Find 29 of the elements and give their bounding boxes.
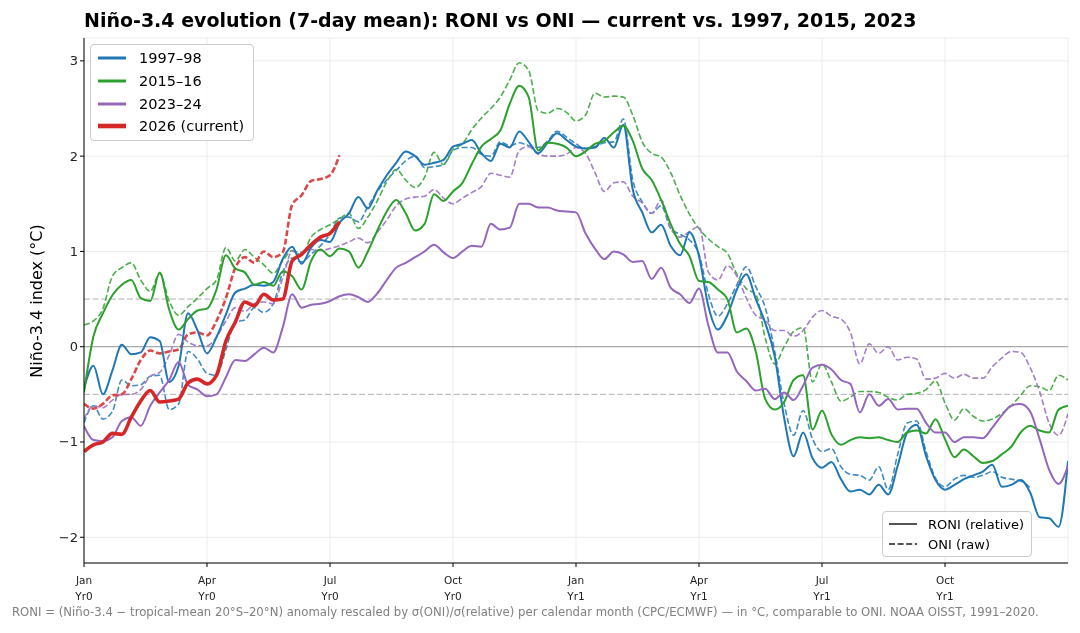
- line-series: [84, 153, 341, 410]
- y-tick-label: −1: [58, 434, 78, 450]
- text: RONI = (Niño-3.4 − tropical-mean 20°S–20°N) anomaly rescaled by σ(ONI)/σ(relative) per calendar month (CPC/ECMWF) — in °C, comparable to ONI. NOAA OISST, 1991–2020.: [12, 605, 1039, 619]
- x-tick-label: Apr Yr1: [689, 574, 709, 602]
- legend-label: 1997–98: [139, 50, 202, 67]
- x-tick-label: Jul Yr1: [812, 574, 831, 602]
- line-series: [84, 202, 1068, 485]
- annotation: ONI (raw): [928, 536, 991, 552]
- x-tick-label: Jan Yr0: [74, 574, 93, 602]
- legend-label: 2026 (current): [139, 118, 245, 135]
- line-series: [84, 84, 1068, 464]
- x-tick-label: Jan Yr1: [566, 574, 585, 602]
- y-tick-label: 2: [69, 148, 78, 164]
- line-series: [84, 220, 342, 454]
- y-axis-title: Niño-3.4 index (°C): [26, 223, 46, 378]
- legend-label: 2023–24: [139, 95, 202, 112]
- chart-title: Niño-3.4 evolution (7-day mean): RONI vs ONI — current vs. 1997, 2015, 2023: [84, 9, 917, 31]
- x-tick-label: Apr Yr0: [197, 574, 217, 602]
- line-series: [84, 61, 1068, 422]
- y-tick-label: 0: [69, 339, 78, 355]
- x-tick-label: Oct Yr1: [935, 574, 955, 602]
- y-tick-label: 1: [69, 243, 78, 259]
- y-tick-label: 3: [69, 53, 78, 69]
- annotation: RONI (relative): [928, 516, 1025, 532]
- x-tick-label: Oct Yr0: [443, 574, 463, 602]
- x-tick-label: Jul Yr0: [320, 574, 339, 602]
- line-series: [84, 145, 1068, 437]
- y-tick-label: −2: [58, 529, 78, 545]
- legend-label: 2015–16: [139, 73, 202, 90]
